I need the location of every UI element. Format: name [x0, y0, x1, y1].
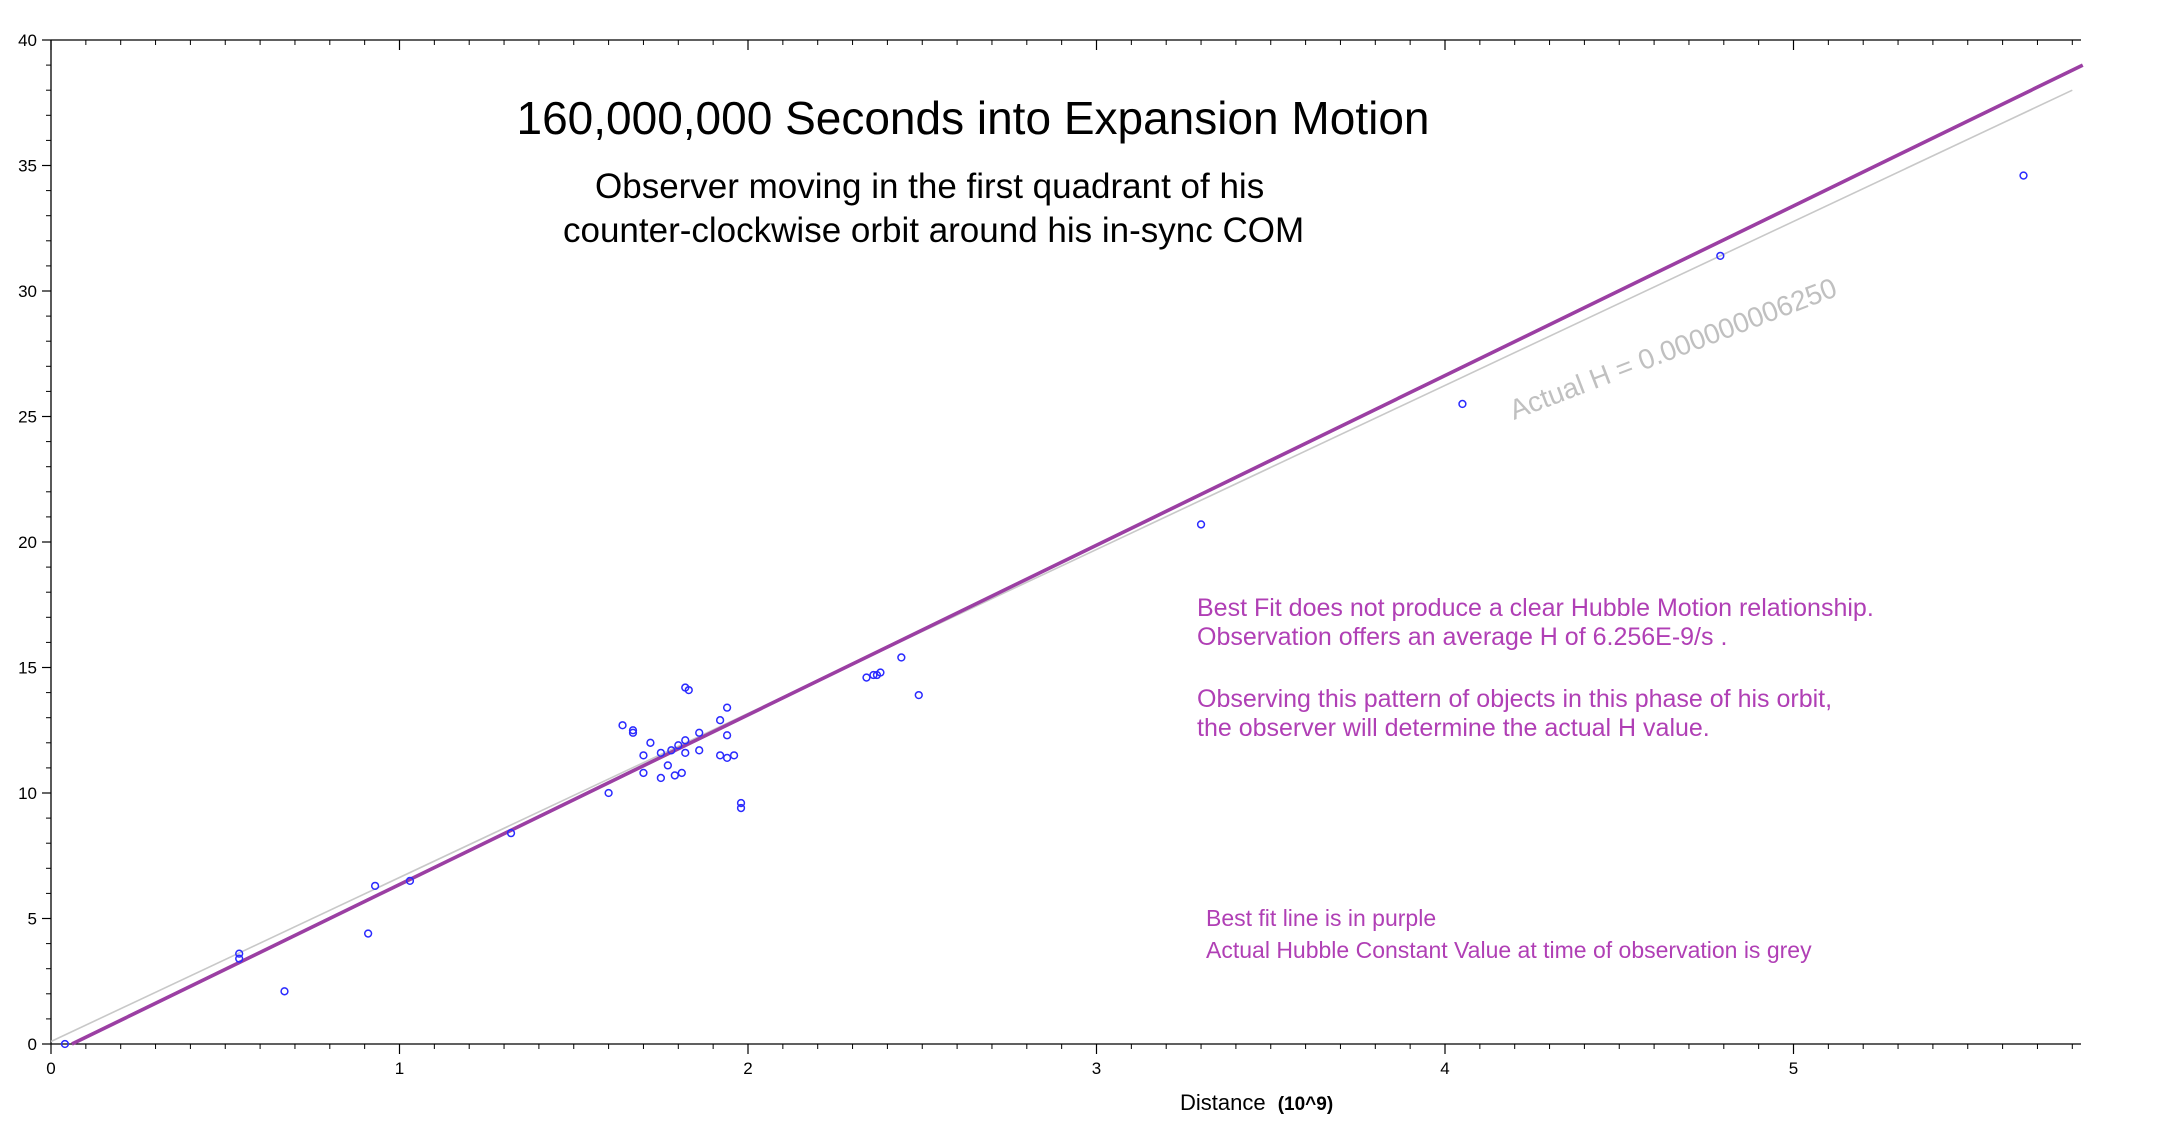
note-line-5: the observer will determine the actual H…: [1197, 714, 1710, 742]
data-point: [674, 741, 683, 750]
x-tick-label: 3: [1092, 1059, 1101, 1078]
data-point: [646, 738, 655, 747]
data-point: [684, 685, 693, 695]
data-point: [914, 690, 923, 700]
data-point: [667, 746, 676, 755]
data-point: [695, 746, 704, 755]
y-tick-label: 20: [18, 533, 37, 552]
data-point: [1716, 251, 1725, 261]
data-point: [715, 716, 725, 725]
data-point: [876, 668, 885, 677]
data-point: [506, 829, 516, 838]
data-point: [60, 1039, 70, 1049]
data-point: [656, 773, 666, 783]
data-point: [677, 768, 686, 778]
actual-h-label: Actual H = 0.000000006250: [1505, 272, 1841, 426]
data-point: [628, 728, 638, 737]
axes: 0 5 10 15 20 25 30 35 40 0 1 2 3 4 5: [18, 31, 2081, 1078]
data-point: [604, 788, 613, 798]
data-point: [2019, 171, 2028, 180]
data-point: [736, 803, 746, 813]
data-point: [695, 728, 704, 737]
chart-title: 160,000,000 Seconds into Expansion Motio…: [517, 92, 1430, 144]
data-point: [363, 929, 373, 938]
data-point: [280, 987, 289, 996]
data-point: [897, 653, 906, 662]
data-point: [722, 731, 732, 740]
data-point: [235, 949, 244, 958]
data-point: [639, 751, 648, 760]
x-tick-label: 1: [395, 1059, 404, 1078]
y-tick-label: 40: [18, 31, 37, 50]
y-tick-label: 35: [18, 157, 37, 176]
data-point: [370, 881, 380, 891]
data-point: [736, 798, 746, 808]
x-axis-label-name: Distance: [1180, 1090, 1266, 1115]
data-point: [1458, 399, 1467, 409]
legend-note-line-1: Best fit line is in purple: [1206, 905, 1436, 931]
data-point: [656, 748, 666, 757]
data-point: [681, 748, 690, 757]
note-line-1: Best Fit does not produce a clear Hubble…: [1197, 594, 1874, 622]
data-point: [715, 751, 725, 760]
x-tick-label: 4: [1440, 1059, 1449, 1078]
x-axis-label: Distance (10^9): [1180, 1090, 1333, 1115]
note-line-4: Observing this pattern of objects in thi…: [1197, 685, 1832, 713]
x-tick-label: 0: [46, 1059, 55, 1078]
y-tick-label: 5: [28, 910, 37, 929]
note-line-2: Observation offers an average H of 6.256…: [1197, 623, 1727, 651]
data-point: [670, 771, 679, 780]
legend-note-line-2: Actual Hubble Constant Value at time of …: [1206, 937, 1812, 963]
y-tick-label: 0: [28, 1035, 37, 1054]
y-tick-label: 25: [18, 408, 37, 427]
data-point: [618, 721, 627, 730]
data-point: [681, 736, 690, 745]
y-tick-label: 10: [18, 784, 37, 803]
data-point: [235, 954, 244, 963]
data-point: [729, 751, 739, 760]
x-tick-label: 2: [743, 1059, 752, 1078]
data-points: [60, 171, 2028, 1049]
data-point: [639, 768, 648, 778]
data-point: [722, 753, 732, 763]
y-tick-label: 15: [18, 659, 37, 678]
annotations: 160,000,000 Seconds into Expansion Motio…: [517, 92, 1874, 1115]
chart-subtitle-line-2: counter-clockwise orbit around his in-sy…: [563, 211, 1304, 250]
actual-h-line: [50, 89, 2073, 1043]
data-point: [1196, 520, 1206, 529]
data-point: [628, 726, 638, 735]
data-point: [862, 673, 871, 682]
data-point: [869, 670, 878, 680]
y-tick-label: 30: [18, 282, 37, 301]
x-tick-label: 5: [1789, 1059, 1798, 1078]
x-axis-label-unit: (10^9): [1278, 1094, 1333, 1115]
chart-subtitle-line-1: Observer moving in the first quadrant of…: [595, 167, 1264, 206]
data-point: [663, 761, 672, 770]
data-point: [405, 876, 415, 885]
data-point: [722, 703, 732, 712]
